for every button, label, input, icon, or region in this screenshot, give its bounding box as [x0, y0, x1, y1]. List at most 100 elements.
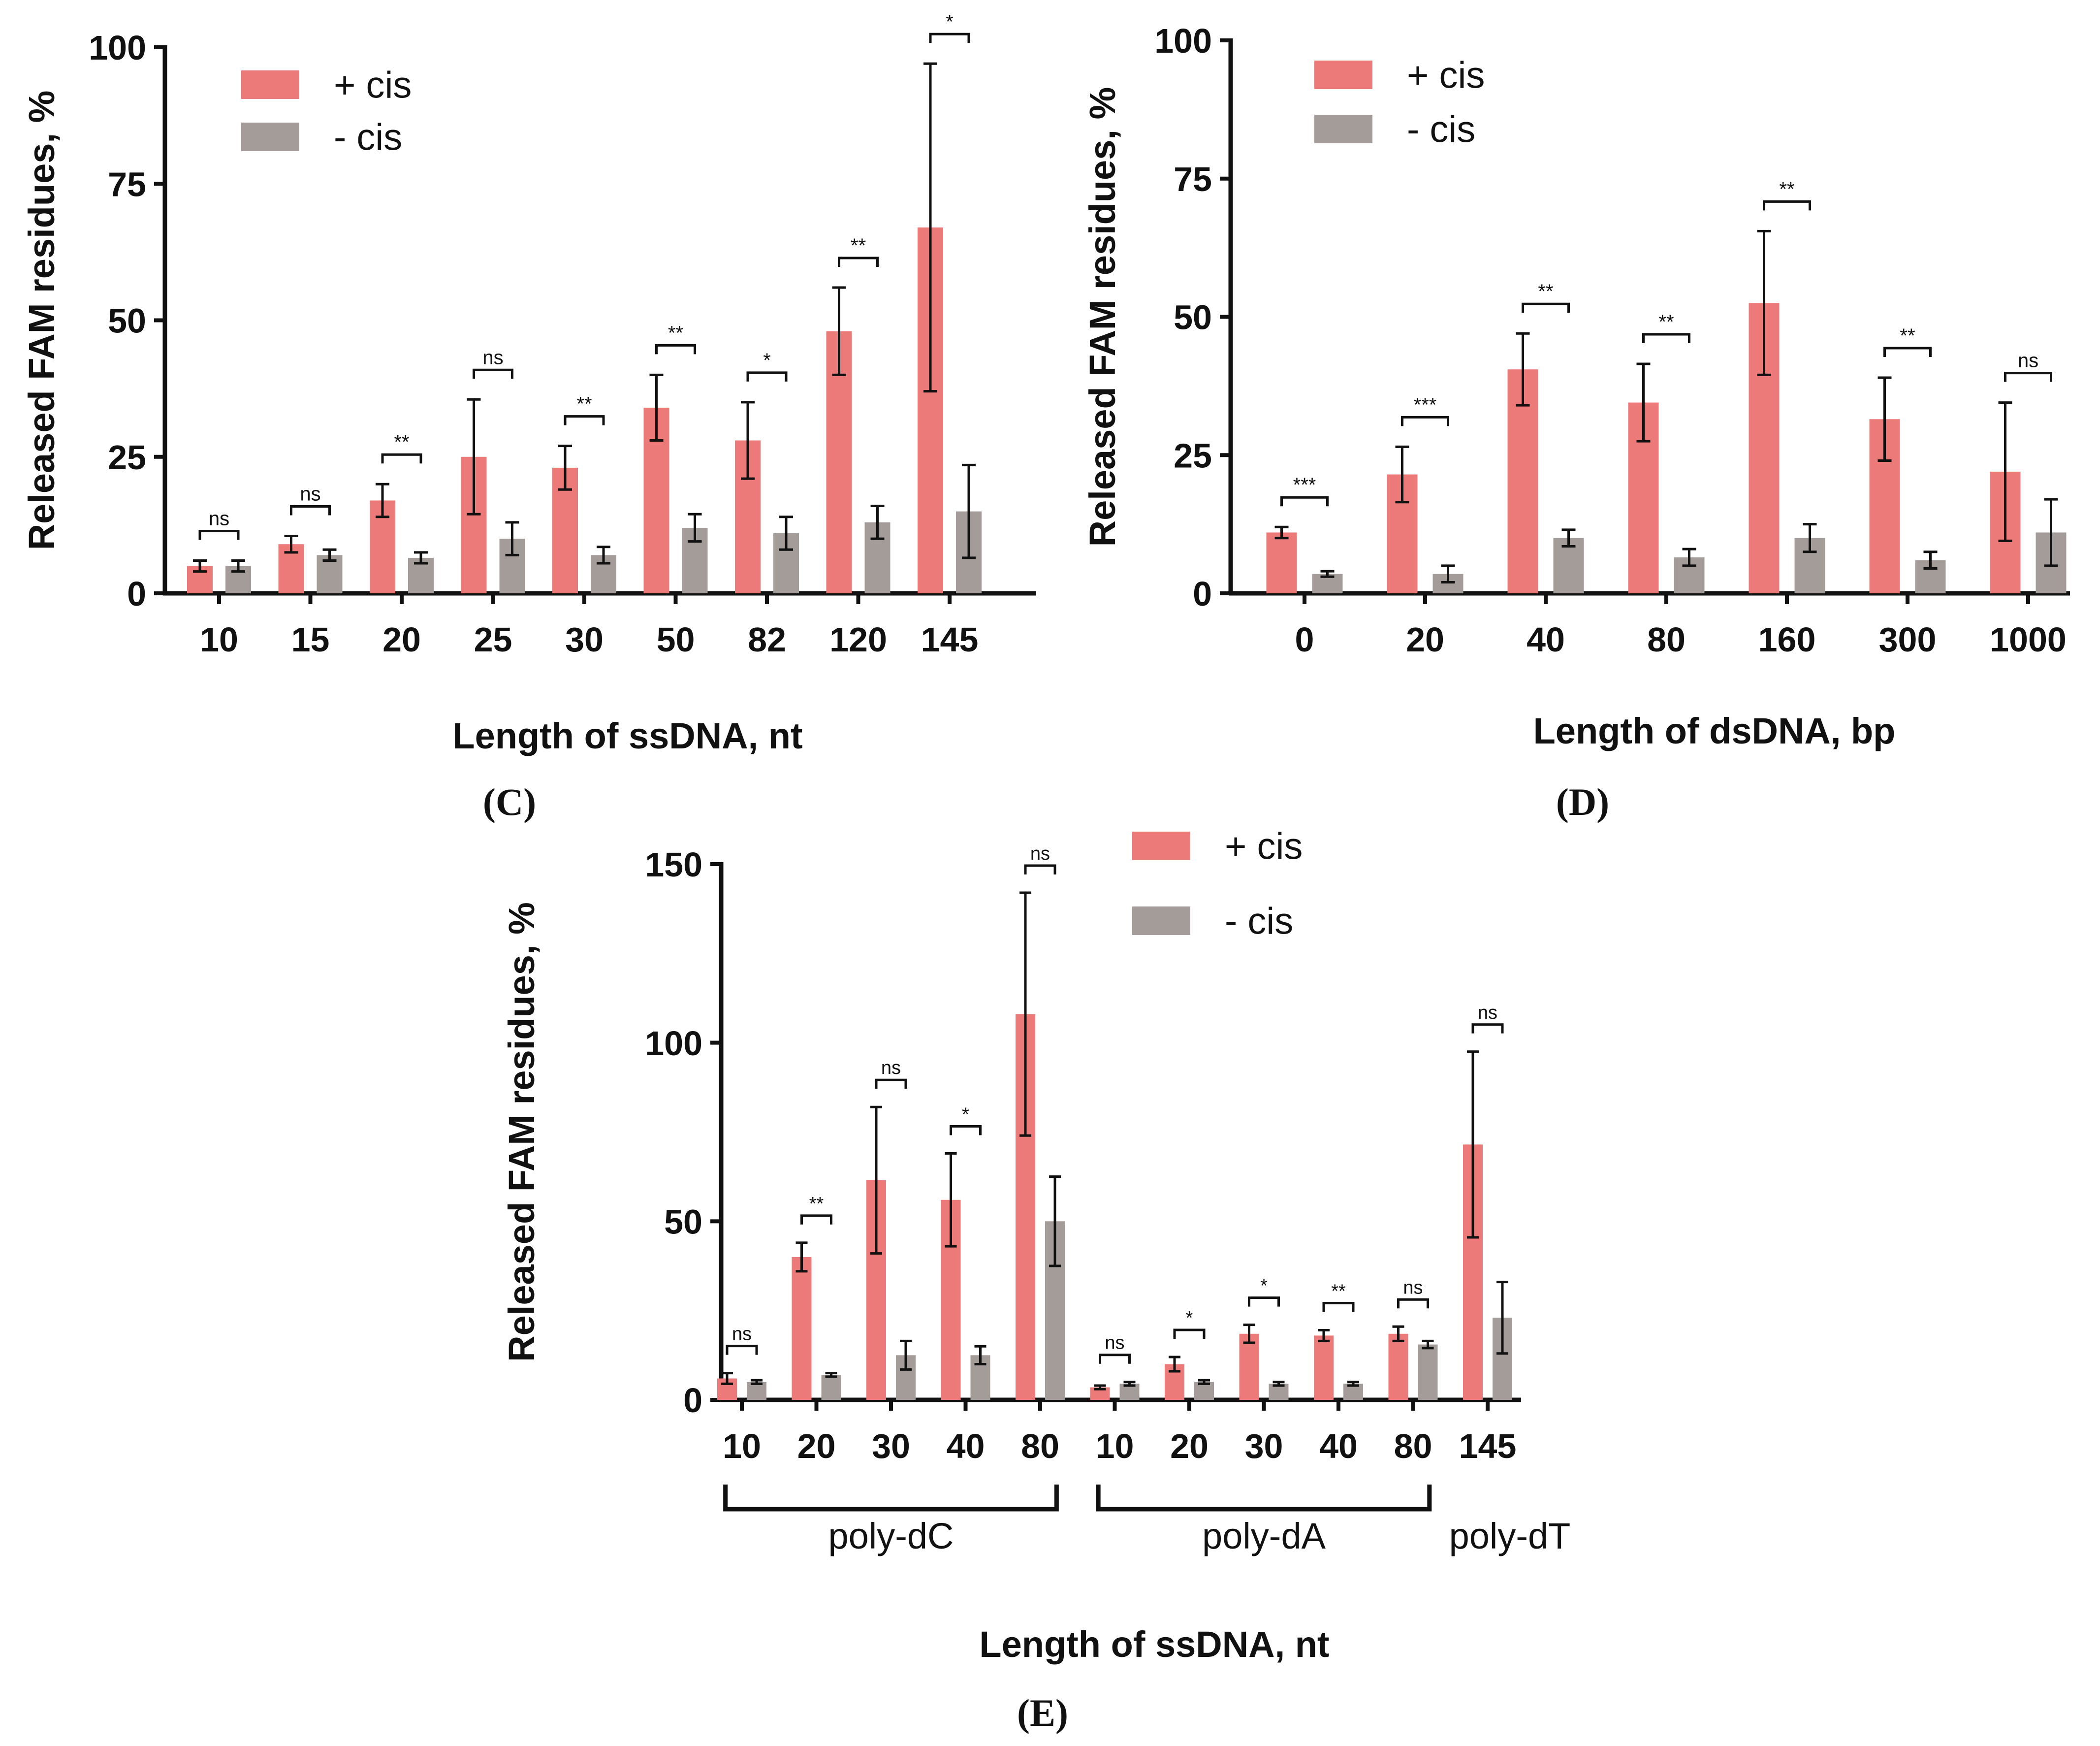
legend-label: + cis — [1225, 826, 1303, 868]
significance-bracket — [838, 257, 879, 267]
significance-label: ** — [576, 393, 592, 415]
legend-label: + cis — [1407, 55, 1485, 97]
bar-minus-cis — [1418, 1344, 1438, 1400]
legend-swatch-plus-cis — [1314, 61, 1372, 89]
significance-label: *** — [1414, 394, 1437, 416]
significance-label: * — [962, 1104, 969, 1125]
significance-bracket — [929, 32, 970, 43]
x-axis-title: Length of ssDNA, nt — [979, 1624, 1329, 1665]
group-label: poly-dT — [1449, 1516, 1571, 1556]
significance-bracket — [1471, 1023, 1504, 1034]
x-tick-label: 20 — [797, 1427, 836, 1465]
panel-letter: (C) — [483, 780, 536, 823]
significance-bracket — [875, 1078, 907, 1089]
legend-label: + cis — [334, 65, 412, 106]
panel-letter: (E) — [1017, 1691, 1068, 1734]
significance-label: ns — [732, 1324, 752, 1345]
x-tick-label: 30 — [565, 620, 604, 659]
significance-label: ns — [482, 347, 503, 368]
significance-bracket — [1024, 864, 1056, 875]
x-tick-label: 40 — [1527, 620, 1565, 659]
significance-bracket — [1522, 302, 1570, 313]
panel-letter: (D) — [1556, 780, 1609, 823]
y-tick-label: 25 — [1174, 436, 1212, 475]
x-tick-label: 1000 — [1990, 620, 2067, 659]
significance-label: ** — [851, 235, 866, 257]
significance-label: * — [1260, 1276, 1268, 1296]
significance-bracket — [1248, 1296, 1280, 1307]
bar-minus-cis — [821, 1375, 841, 1400]
x-tick-label: 20 — [382, 620, 421, 659]
bar-plus-cis — [1314, 1335, 1334, 1400]
y-tick-label: 50 — [664, 1203, 702, 1241]
chart-panel-2: 0 50 100 150 Released FAM residues, % Length … — [501, 826, 1570, 1734]
x-tick-label: 20 — [1406, 620, 1444, 659]
significance-label: * — [946, 11, 954, 32]
x-tick-label: 15 — [291, 620, 330, 659]
group-label: poly-dC — [828, 1516, 954, 1556]
group-label: poly-dA — [1202, 1516, 1326, 1556]
significance-bracket — [290, 505, 331, 516]
significance-bracket — [1099, 1354, 1131, 1364]
x-tick-label: 30 — [1245, 1427, 1283, 1465]
y-axis-title: Released FAM residues, % — [21, 91, 62, 550]
chart-panel-1: 0 25 50 75 100 Released FAM residues, % Length… — [1082, 22, 2070, 823]
x-tick-label: 10 — [1096, 1427, 1134, 1465]
x-tick-label: 160 — [1758, 620, 1816, 659]
bar-plus-cis — [1266, 532, 1297, 593]
significance-bracket — [381, 453, 422, 464]
significance-bracket — [1401, 416, 1449, 426]
significance-bracket — [655, 344, 696, 355]
y-tick-label: 50 — [108, 302, 146, 340]
legend-swatch-minus-cis — [1314, 115, 1372, 143]
group-bracket — [1096, 1485, 1432, 1512]
y-tick-label: 25 — [108, 438, 146, 477]
x-tick-label: 25 — [474, 620, 512, 659]
y-tick-label: 100 — [1154, 22, 1212, 60]
legend-label: - cis — [1225, 901, 1293, 942]
legend-swatch-plus-cis — [1132, 832, 1190, 860]
y-tick-label: 100 — [645, 1024, 702, 1063]
y-tick-label: 150 — [645, 845, 702, 884]
x-tick-label: 80 — [1021, 1427, 1059, 1465]
y-tick-label: 100 — [89, 29, 146, 67]
x-tick-label: 80 — [1647, 620, 1686, 659]
significance-bracket — [1280, 496, 1329, 507]
significance-label: * — [1186, 1308, 1193, 1328]
significance-bracket — [800, 1214, 832, 1225]
significance-bracket — [198, 529, 240, 540]
legend-label: - cis — [334, 117, 402, 159]
y-tick-label: 75 — [108, 165, 146, 203]
y-tick-label: 75 — [1174, 160, 1212, 198]
significance-label: *** — [1293, 474, 1316, 496]
legend-swatch-plus-cis — [241, 70, 299, 99]
significance-label: ** — [1779, 178, 1794, 200]
x-tick-label: 10 — [723, 1427, 761, 1465]
significance-label: ns — [300, 484, 320, 505]
significance-bracket — [726, 1345, 758, 1355]
bar-plus-cis — [1507, 369, 1538, 593]
significance-label: ns — [1478, 1002, 1497, 1023]
x-tick-label: 300 — [1879, 620, 1937, 659]
significance-label: ** — [1538, 281, 1553, 302]
significance-bracket — [473, 368, 513, 379]
y-tick-label: 0 — [127, 575, 146, 613]
significance-label: ns — [1403, 1277, 1423, 1298]
x-tick-label: 145 — [1459, 1427, 1517, 1465]
chart-panel-0: 0 25 50 75 100 Released FAM residues, % Length… — [21, 11, 1036, 823]
significance-label: ** — [1331, 1281, 1346, 1302]
significance-bracket — [950, 1125, 982, 1135]
significance-label: ns — [1030, 843, 1050, 864]
x-axis-title: Length of dsDNA, bp — [1533, 711, 1896, 751]
x-tick-label: 50 — [657, 620, 695, 659]
significance-bracket — [1763, 200, 1811, 211]
legend-swatch-minus-cis — [241, 123, 299, 151]
significance-label: ** — [668, 322, 683, 344]
x-axis-title: Length of ssDNA, nt — [452, 715, 802, 756]
group-bracket — [723, 1485, 1059, 1512]
significance-label: * — [763, 350, 771, 371]
significance-label: ** — [394, 431, 409, 453]
y-axis-title: Released FAM residues, % — [501, 902, 542, 1362]
significance-bracket — [1642, 333, 1690, 343]
